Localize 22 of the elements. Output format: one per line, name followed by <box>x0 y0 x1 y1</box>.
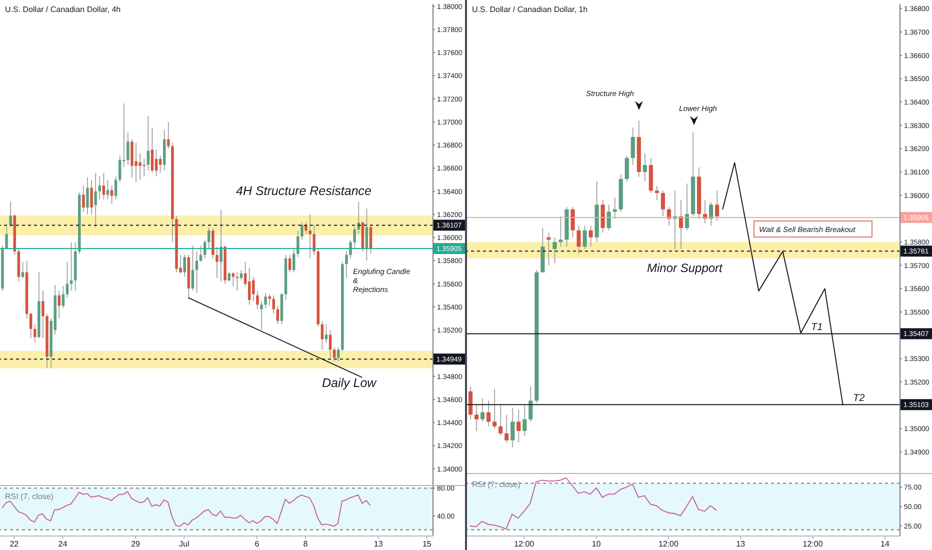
x-tick-label: 29 <box>131 540 141 549</box>
x-tick-label: 14 <box>880 540 890 549</box>
x-tick-label: 13 <box>736 540 746 549</box>
x-tick-label: 22 <box>10 540 20 549</box>
x-tick-label: 12:00 <box>514 540 535 549</box>
x-tick-label: Jul <box>179 540 190 549</box>
chart-title: U.S. Dollar / Canadian Dollar, 1h <box>472 5 588 14</box>
chart-title: U.S. Dollar / Canadian Dollar, 4h <box>5 5 121 14</box>
x-tick-label: 10 <box>592 540 602 549</box>
x-tick-label: 24 <box>58 540 68 549</box>
annotation: T1 <box>811 322 823 333</box>
annotation: 4H Structure Resistance <box>236 184 372 198</box>
x-tick-label: 15 <box>422 540 432 549</box>
x-tick-label: 6 <box>254 540 260 549</box>
x-tick-label: 12:00 <box>658 540 680 549</box>
x-tick-label: 13 <box>374 540 384 549</box>
x-tick-label: 12:00 <box>802 540 824 549</box>
annotation: Minor Support <box>647 261 724 275</box>
annotation: T2 <box>853 393 866 404</box>
x-tick-label: 8 <box>303 540 308 549</box>
annotation: Daily Low <box>322 376 378 390</box>
text: RSI (7, close) <box>5 492 54 501</box>
